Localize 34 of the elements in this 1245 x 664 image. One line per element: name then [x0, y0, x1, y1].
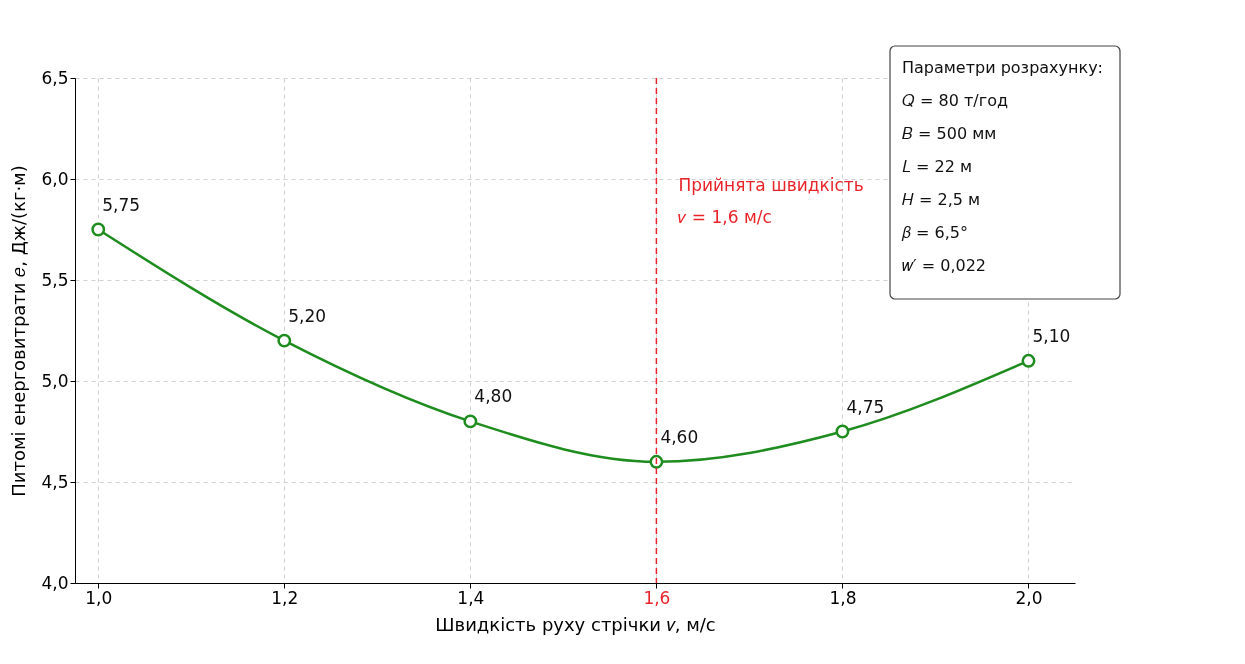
point	[91, 222, 106, 237]
ref-line-label: Прийнята швидкість 𝑣 = 1,6 м/с	[678, 175, 864, 227]
x-axis-title: Швидкість руху стрічки 𝑣, м/с	[435, 613, 716, 635]
point	[463, 414, 478, 429]
y-tick-label: 6,5	[41, 67, 69, 88]
text: 4,75	[846, 396, 885, 417]
text: Параметри розрахунку:	[902, 58, 1104, 77]
x-tick-label: 1,0	[85, 587, 113, 608]
x-tick-label: 1,2	[271, 587, 299, 608]
text: 5,20	[288, 305, 327, 326]
text: 5,10	[1032, 325, 1071, 346]
text: 5,75	[102, 194, 141, 215]
annotation: 𝛽 = 6,5°	[901, 223, 969, 242]
y-tick-label: 5,0	[41, 370, 69, 391]
y-tick-label: 5,5	[41, 269, 69, 290]
y-axis-title: Питомі енерговитрати 𝑒, Дж/(кг·м)	[8, 165, 30, 497]
x-tick-label: 2,0	[1015, 587, 1043, 608]
annotation: 𝑄 = 80 т/год	[902, 91, 1008, 110]
point	[277, 333, 292, 348]
x-tick-label: 1,4	[457, 587, 485, 608]
y-tick-label: 4,0	[41, 572, 69, 593]
annotation: 𝑤′ = 0,022	[902, 256, 987, 275]
text: 4,60	[660, 426, 699, 447]
annotation: 𝐻 = 2,5 м	[902, 190, 981, 209]
point	[1021, 353, 1036, 368]
y-tick-label: 6,0	[41, 168, 69, 189]
point	[835, 424, 850, 439]
point	[649, 454, 664, 469]
annotation: 𝐿 = 22 м	[902, 157, 973, 176]
annotation: 𝐵 = 500 мм	[902, 124, 997, 143]
x-tick-label: 1,8	[829, 587, 857, 608]
x-tick-label: 1,6	[643, 587, 671, 608]
y-tick-label: 4,5	[41, 471, 69, 492]
text: 4,80	[474, 386, 513, 407]
